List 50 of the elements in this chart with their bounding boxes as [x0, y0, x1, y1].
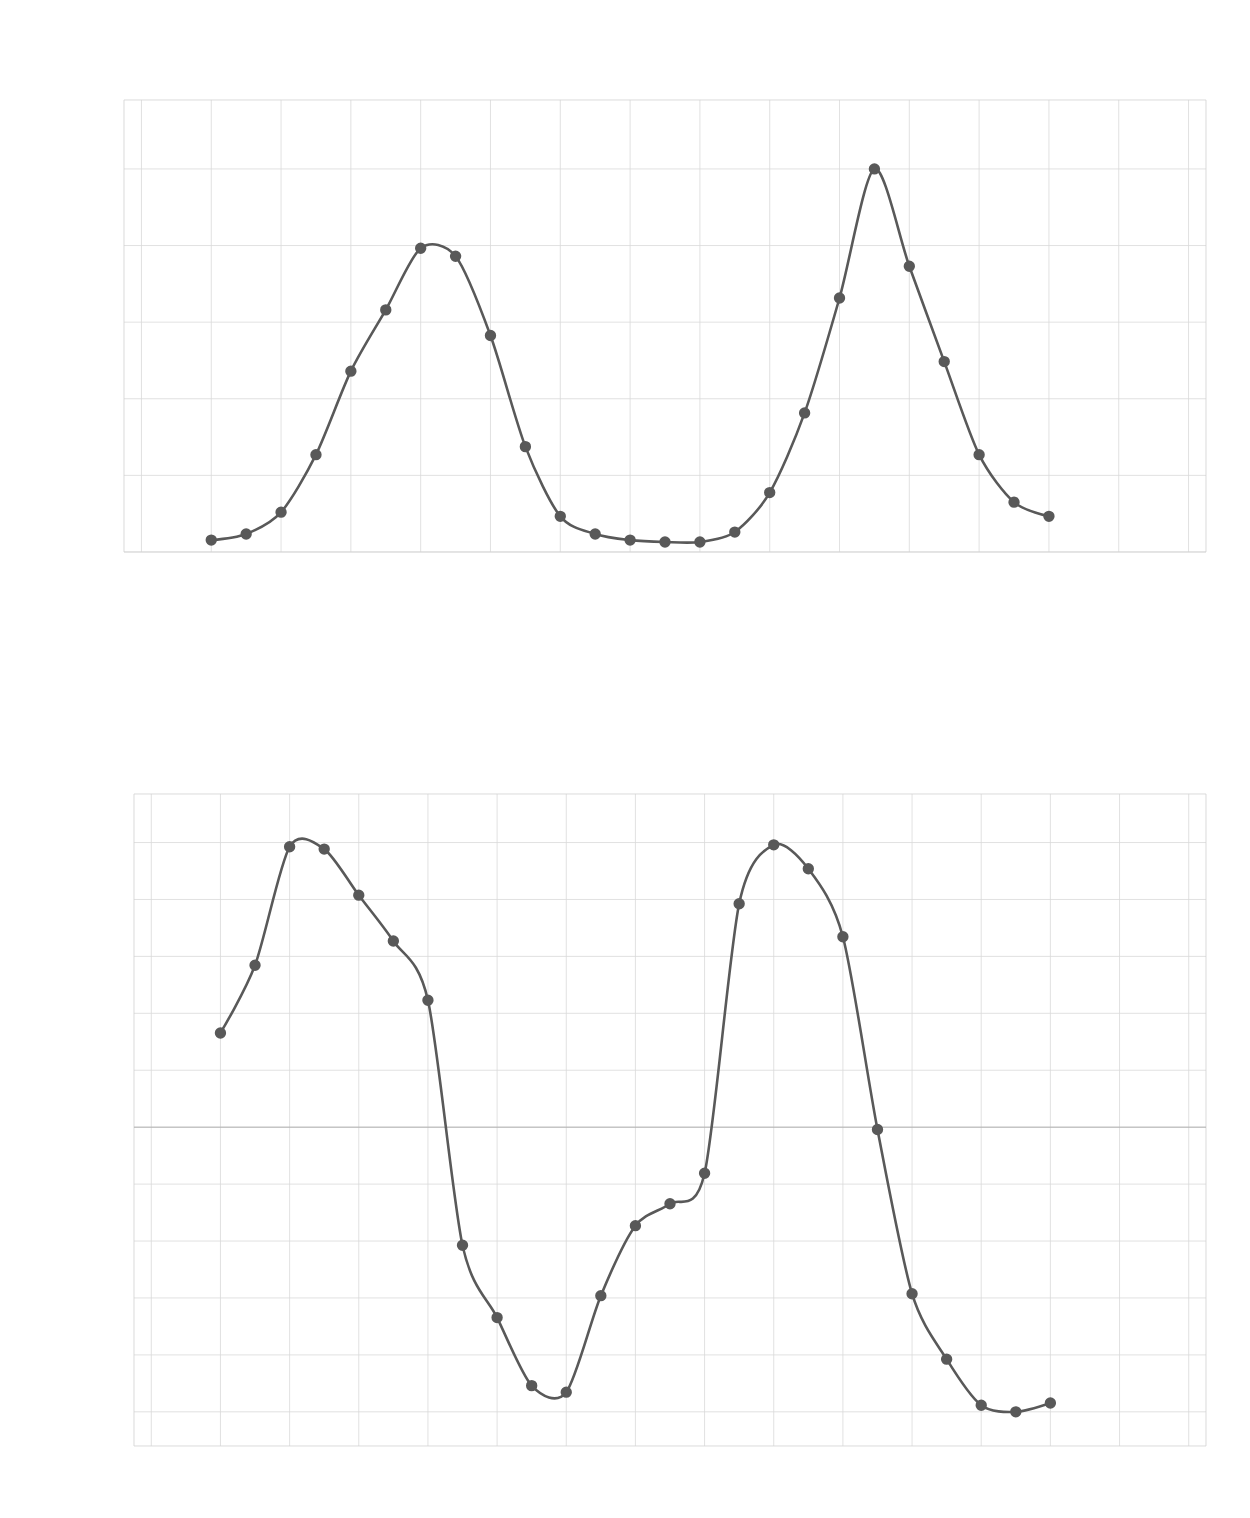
point — [414, 242, 427, 254]
point — [456, 1239, 469, 1251]
point — [764, 486, 776, 499]
point — [664, 1198, 676, 1210]
point — [525, 1379, 538, 1392]
point — [868, 163, 881, 175]
point — [554, 510, 566, 523]
point — [1008, 496, 1020, 508]
point — [729, 526, 741, 538]
point — [659, 536, 671, 548]
point — [698, 1167, 711, 1179]
point — [975, 1399, 987, 1411]
point — [380, 304, 392, 316]
point — [694, 536, 706, 548]
point — [1043, 510, 1055, 523]
point — [833, 292, 846, 304]
point — [624, 534, 636, 546]
point — [560, 1386, 572, 1398]
point — [205, 534, 217, 546]
point — [837, 931, 849, 943]
point — [318, 843, 330, 855]
point — [906, 1288, 918, 1300]
point — [1010, 1406, 1022, 1418]
point — [589, 528, 601, 540]
point — [240, 528, 252, 540]
point — [768, 839, 780, 851]
point — [798, 407, 811, 419]
point — [519, 440, 532, 453]
point — [353, 889, 365, 901]
point — [903, 260, 915, 272]
point — [733, 898, 745, 910]
point — [938, 355, 950, 368]
point — [629, 1219, 642, 1232]
point — [973, 449, 985, 461]
point — [283, 841, 296, 853]
point — [310, 449, 322, 461]
point — [484, 329, 497, 342]
point — [871, 1123, 884, 1136]
point — [802, 863, 814, 875]
point — [1044, 1397, 1057, 1409]
point — [387, 935, 400, 947]
point — [345, 365, 357, 377]
point — [275, 506, 287, 518]
point — [449, 250, 462, 262]
point — [214, 1027, 227, 1039]
point — [940, 1353, 953, 1365]
point — [249, 959, 261, 971]
point — [491, 1311, 503, 1324]
point — [422, 994, 434, 1006]
point — [595, 1290, 607, 1302]
